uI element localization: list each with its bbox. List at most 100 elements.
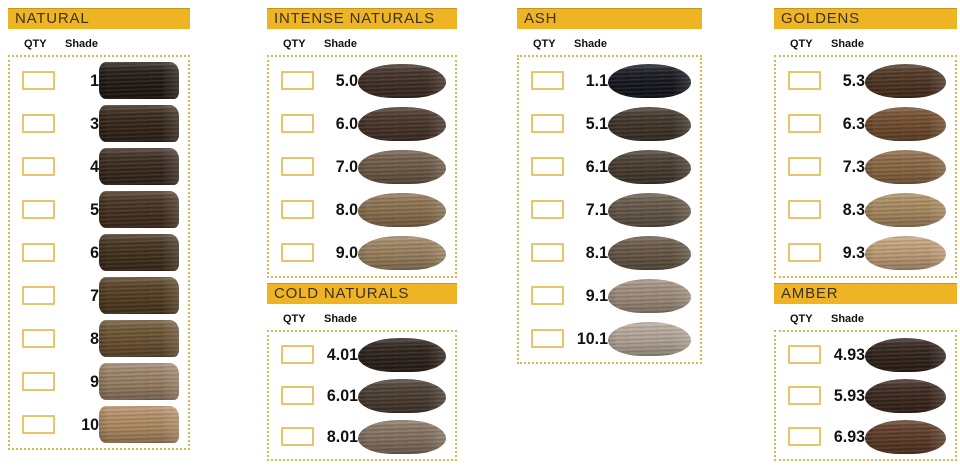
qty-input-box[interactable] (281, 345, 314, 364)
hair-swatch (358, 106, 446, 141)
shade-number: 9 (90, 371, 99, 391)
shade-column-header: Shade (831, 313, 865, 325)
qty-input-box[interactable] (788, 71, 821, 90)
shade-number: 10 (81, 414, 99, 434)
qty-input-box[interactable] (531, 71, 564, 90)
shade-list: 4.93 5.93 6.93 (774, 330, 957, 461)
column-intense-cold-naturals: INTENSE NATURALS QTY Shade 5.0 6.0 7.0 8… (267, 0, 457, 469)
shade-number: 1 (90, 70, 99, 90)
section-title: INTENSE NATURALS (274, 10, 435, 27)
qty-input-box[interactable] (281, 71, 314, 90)
hair-swatch (99, 320, 179, 357)
qty-input-box[interactable] (788, 427, 821, 446)
qty-input-box[interactable] (22, 415, 55, 434)
hair-swatch (608, 63, 691, 98)
qty-input-box[interactable] (22, 286, 55, 305)
section-title: NATURAL (15, 10, 90, 27)
shade-row: 6.1 (519, 145, 700, 188)
shade-column-header: Shade (574, 38, 608, 50)
qty-input-box[interactable] (788, 200, 821, 219)
shade-number: 9.3 (842, 242, 865, 262)
shade-section: INTENSE NATURALS QTY Shade 5.0 6.0 7.0 8… (267, 8, 457, 278)
shade-number: 5.3 (842, 70, 865, 90)
qty-input-box[interactable] (22, 372, 55, 391)
qty-column-header: QTY (24, 38, 47, 50)
qty-input-box[interactable] (531, 200, 564, 219)
shade-row: 8 (10, 317, 188, 360)
shade-list: 1 3 4 5 6 7 8 9 10 (8, 55, 190, 450)
qty-input-box[interactable] (22, 200, 55, 219)
qty-input-box[interactable] (281, 427, 314, 446)
shade-section: COLD NATURALS QTY Shade 4.01 6.01 8.01 (267, 283, 457, 461)
column-goldens-amber: GOLDENS QTY Shade 5.3 6.3 7.3 8.3 9.3 AM… (774, 0, 957, 469)
hair-swatch (358, 337, 446, 372)
list-column-headers: QTY Shade (267, 38, 457, 51)
shade-row: 8.3 (776, 188, 955, 231)
qty-input-box[interactable] (788, 345, 821, 364)
qty-input-box[interactable] (22, 243, 55, 262)
section-header-bar: NATURAL (8, 8, 190, 29)
section-title: GOLDENS (781, 10, 860, 27)
list-column-headers: QTY Shade (8, 38, 190, 51)
hair-swatch (99, 148, 179, 185)
shade-number: 5.1 (585, 113, 608, 133)
shade-number: 4 (90, 156, 99, 176)
qty-input-box[interactable] (531, 157, 564, 176)
qty-input-box[interactable] (281, 200, 314, 219)
shade-row: 5.0 (269, 59, 455, 102)
qty-input-box[interactable] (788, 114, 821, 133)
list-column-headers: QTY Shade (267, 313, 457, 326)
qty-input-box[interactable] (531, 243, 564, 262)
qty-input-box[interactable] (531, 286, 564, 305)
hair-swatch (865, 419, 946, 454)
shade-row: 4 (10, 145, 188, 188)
shade-list: 5.3 6.3 7.3 8.3 9.3 (774, 55, 957, 278)
qty-column-header: QTY (790, 313, 813, 325)
shade-row: 4.01 (269, 334, 455, 375)
hair-swatch (608, 106, 691, 141)
hair-swatch (358, 149, 446, 184)
qty-input-box[interactable] (531, 329, 564, 348)
qty-input-box[interactable] (281, 114, 314, 133)
section-title: ASH (524, 10, 558, 27)
shade-number: 3 (90, 113, 99, 133)
hair-swatch (608, 235, 691, 270)
qty-column-header: QTY (533, 38, 556, 50)
qty-input-box[interactable] (531, 114, 564, 133)
shade-section: ASH QTY Shade 1.1 5.1 6.1 7.1 8.1 9.1 (517, 8, 702, 364)
qty-column-header: QTY (283, 313, 306, 325)
hair-swatch (608, 149, 691, 184)
shade-row: 7 (10, 274, 188, 317)
shade-number: 8.0 (335, 199, 358, 219)
qty-input-box[interactable] (22, 329, 55, 348)
list-column-headers: QTY Shade (517, 38, 702, 51)
shade-number: 7.1 (585, 199, 608, 219)
qty-input-box[interactable] (281, 243, 314, 262)
hair-swatch (865, 149, 946, 184)
hair-swatch (865, 378, 946, 413)
shade-row: 9.0 (269, 231, 455, 274)
qty-input-box[interactable] (22, 157, 55, 176)
shade-row: 7.1 (519, 188, 700, 231)
qty-input-box[interactable] (22, 71, 55, 90)
shade-list: 5.0 6.0 7.0 8.0 9.0 (267, 55, 457, 278)
hair-swatch (358, 235, 446, 270)
qty-input-box[interactable] (788, 243, 821, 262)
qty-input-box[interactable] (281, 157, 314, 176)
qty-input-box[interactable] (281, 386, 314, 405)
hair-swatch (865, 192, 946, 227)
hair-swatch (865, 63, 946, 98)
shade-row: 6.3 (776, 102, 955, 145)
qty-input-box[interactable] (22, 114, 55, 133)
shade-row: 8.0 (269, 188, 455, 231)
qty-column-header: QTY (790, 38, 813, 50)
shade-row: 10.1 (519, 317, 700, 360)
qty-input-box[interactable] (788, 386, 821, 405)
shade-list: 4.01 6.01 8.01 (267, 330, 457, 461)
qty-input-box[interactable] (788, 157, 821, 176)
shade-section: AMBER QTY Shade 4.93 5.93 6.93 (774, 283, 957, 461)
hair-swatch (358, 192, 446, 227)
shade-number: 6.0 (335, 113, 358, 133)
hair-swatch (865, 106, 946, 141)
hair-swatch (865, 337, 946, 372)
